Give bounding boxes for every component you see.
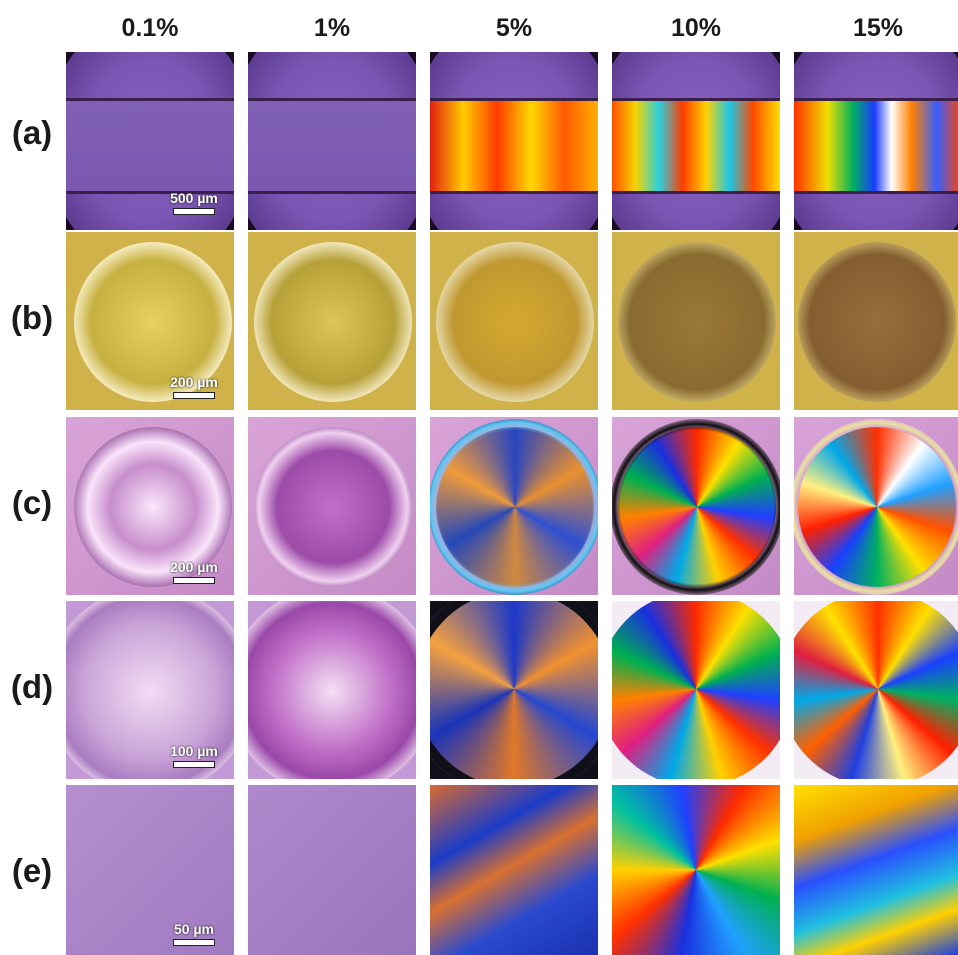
image-b-1 [248, 232, 416, 410]
scale-bar-c: 200 µm [154, 559, 234, 584]
row-label-d: (d) [10, 668, 54, 705]
image-a-15 [794, 52, 958, 230]
row-label-e: (e) [11, 852, 53, 889]
scale-bar-e: 50 µm [154, 921, 234, 946]
image-a-5 [430, 52, 598, 230]
image-d-15 [794, 601, 958, 779]
image-b-0.1: 200 µm [66, 232, 234, 410]
image-b-10 [612, 232, 780, 410]
image-b-5 [430, 232, 598, 410]
scale-bar-b: 200 µm [154, 374, 234, 399]
image-a-10 [612, 52, 780, 230]
image-e-0.1: 50 µm [66, 785, 234, 955]
image-c-10 [612, 417, 780, 595]
scale-bar-a: 500 µm [154, 190, 234, 215]
image-e-15 [794, 785, 958, 955]
image-c-1 [248, 417, 416, 595]
image-e-1 [248, 785, 416, 955]
image-e-5 [430, 785, 598, 955]
image-e-10 [612, 785, 780, 955]
image-b-15 [794, 232, 958, 410]
column-header-10: 10% [670, 14, 722, 42]
column-header-0.1: 0.1% [121, 14, 179, 42]
scale-bar-label-c: 200 µm [170, 559, 218, 575]
scale-bar-d: 100 µm [154, 743, 234, 768]
image-c-5 [430, 417, 598, 595]
image-d-5 [430, 601, 598, 779]
image-d-0.1: 100 µm [66, 601, 234, 779]
column-header-5: 5% [495, 14, 533, 42]
column-header-15: 15% [852, 14, 904, 42]
image-c-15 [794, 417, 958, 595]
image-d-10 [612, 601, 780, 779]
scale-bar-label-e: 50 µm [174, 921, 214, 937]
image-a-1 [248, 52, 416, 230]
row-label-b: (b) [10, 299, 54, 336]
scale-bar-label-a: 500 µm [170, 190, 218, 206]
image-d-1 [248, 601, 416, 779]
row-label-c: (c) [11, 484, 53, 521]
scale-bar-label-b: 200 µm [170, 374, 218, 390]
image-a-0.1: 500 µm [66, 52, 234, 230]
scale-bar-label-d: 100 µm [170, 743, 218, 759]
column-header-1: 1% [313, 14, 351, 42]
row-label-a: (a) [11, 114, 53, 151]
image-c-0.1: 200 µm [66, 417, 234, 595]
